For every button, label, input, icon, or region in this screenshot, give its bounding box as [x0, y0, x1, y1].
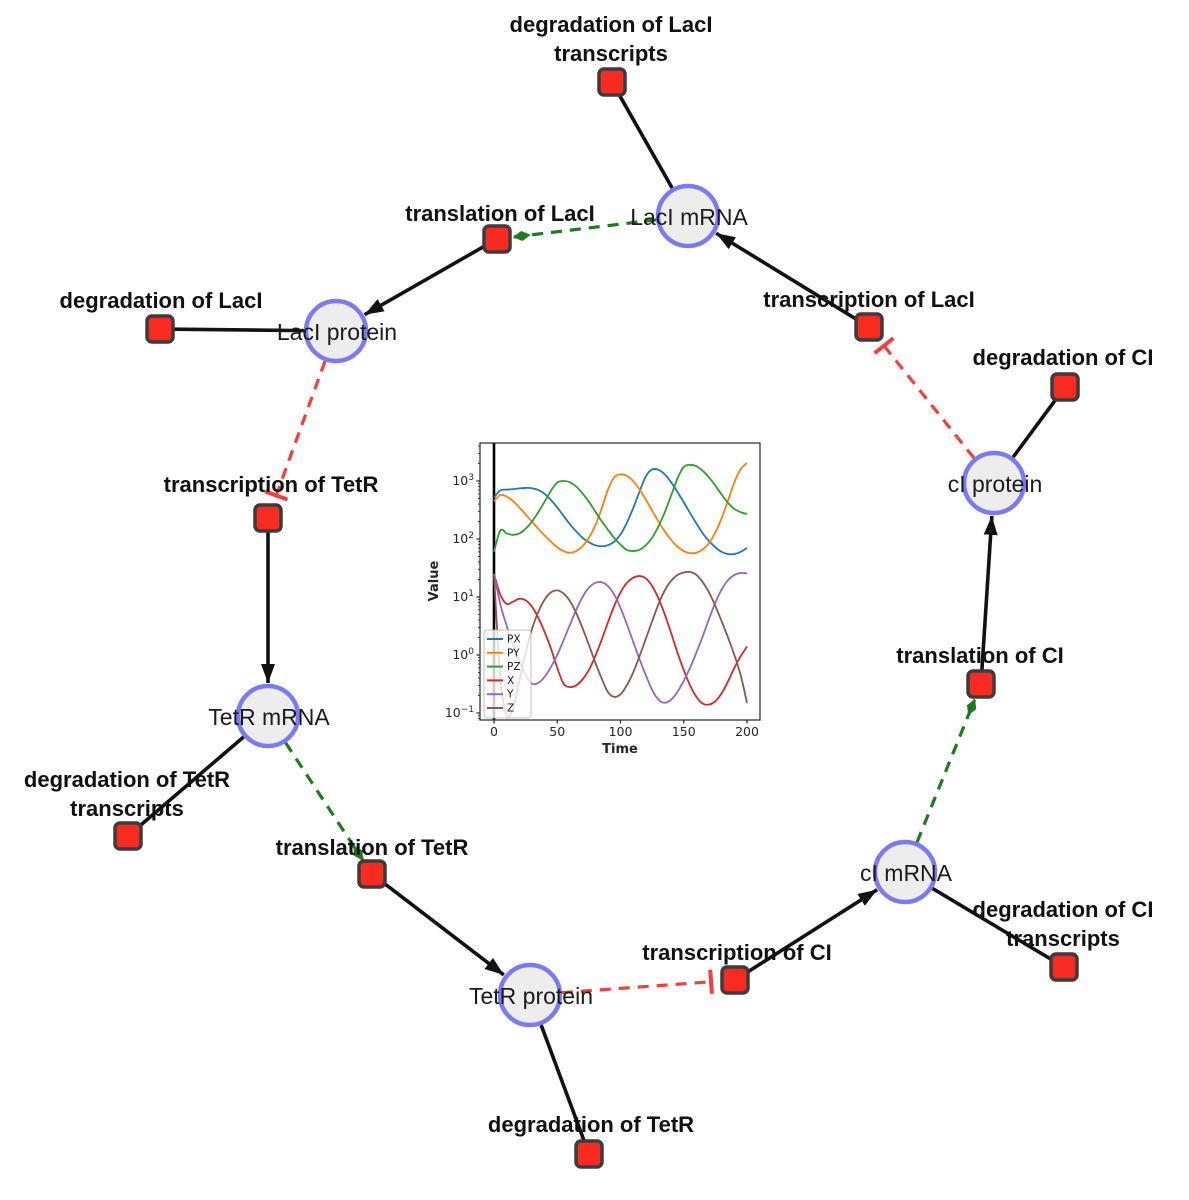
legend-label-X: X [507, 675, 514, 687]
edge-laci-protein-transcription-tetr [264, 360, 327, 502]
curves-layer [493, 462, 748, 719]
species-label-tetr-protein: TetR protein [469, 983, 593, 1009]
species-node-laci-protein [303, 298, 369, 364]
reaction-node-translation-laci [482, 224, 512, 254]
species-node-tetr-mrna [235, 683, 301, 749]
edge-tetr-mrna-translation-tetr [284, 741, 364, 861]
curve-PY [493, 462, 748, 555]
legend-label-PY: PY [507, 647, 520, 659]
y-tick-label: 102 [452, 531, 474, 546]
reaction-node-degradation-ci [1050, 372, 1080, 402]
reaction-label-degradation-ci: degradation of CI [973, 345, 1154, 370]
species-label-tetr-mrna: TetR mRNA [208, 704, 330, 730]
x-tick-label: 100 [609, 724, 633, 739]
reaction-label-degradation-ci-transcripts: degradation of CI [973, 897, 1154, 922]
reaction-label-degradation-tetr-transcripts: transcripts [70, 796, 184, 821]
species-label-ci-mrna: cI mRNA [860, 860, 953, 886]
edge-translation-ci-ci-protein [980, 515, 998, 671]
reaction-label-degradation-laci: degradation of LacI [60, 288, 263, 313]
legend-label-PX: PX [507, 634, 521, 646]
x-tick-label: 200 [735, 724, 759, 739]
y-tick-label: 103 [452, 473, 474, 488]
edges-layer [137, 93, 1059, 1142]
legend-label-Y: Y [506, 689, 514, 701]
simulation-plot-panel: 0 50 100 150 200 10−1 100 101 102 103 PX PY PZ X Y Z Ti… [425, 435, 775, 775]
y-tick-label: 10−1 [445, 705, 474, 720]
nodes-layer [113, 67, 1080, 1169]
reaction-label-translation-tetr: translation of TetR [276, 835, 469, 860]
reaction-label-translation-ci: translation of CI [896, 643, 1063, 668]
reaction-node-degradation-ci-transcripts [1049, 952, 1079, 982]
species-node-ci-mrna [872, 839, 938, 905]
curve-X [493, 573, 748, 706]
reaction-label-degradation-tetr-transcripts: degradation of TetR [24, 767, 230, 792]
reaction-node-transcription-tetr [253, 503, 283, 533]
edge-ci-mrna-degradation-ci-transcripts [931, 886, 1053, 962]
edge-tetr-protein-transcription-ci [561, 969, 714, 995]
y-tick-label: 100 [452, 647, 474, 662]
edge-ci-protein-transcription-laci [873, 336, 976, 460]
edge-ci-protein-degradation-ci [1011, 397, 1059, 459]
curve-Z [493, 570, 748, 719]
edge-laci-protein-degradation-laci [173, 327, 305, 333]
legend-label-PZ: PZ [507, 661, 521, 673]
species-label-laci-protein: LacI protein [277, 319, 397, 345]
reaction-label-transcription-laci: transcription of LacI [763, 287, 974, 312]
edge-transcription-laci-laci-mrna [715, 231, 859, 322]
species-node-laci-mrna [655, 183, 721, 249]
edge-translation-laci-laci-protein [363, 244, 486, 317]
reaction-label-degradation-tetr: degradation of TetR [488, 1112, 694, 1137]
reaction-node-degradation-tetr-transcripts [113, 821, 143, 851]
edge-laci-mrna-degradation-laci-transcripts [617, 93, 674, 190]
reaction-label-translation-laci: translation of LacI [405, 201, 594, 226]
edge-tetr-protein-degradation-tetr [539, 1024, 586, 1142]
reaction-node-transcription-ci [720, 965, 750, 995]
reaction-node-translation-tetr [357, 859, 387, 889]
reaction-label-transcription-tetr: transcription of TetR [164, 472, 379, 497]
reaction-node-transcription-laci [854, 312, 884, 342]
y-tick-label: 101 [452, 589, 474, 604]
reaction-node-degradation-laci [145, 314, 175, 344]
species-node-tetr-protein [497, 962, 563, 1028]
plot-ylabel: Value [427, 560, 442, 601]
x-tick-label: 50 [549, 724, 565, 739]
reaction-label-degradation-laci-transcripts: transcripts [554, 41, 668, 66]
edge-tetr-mrna-degradation-tetr-transcripts [137, 735, 245, 829]
legend-label-Z: Z [507, 703, 514, 715]
curve-PX [493, 467, 748, 556]
x-tick-label: 150 [672, 724, 696, 739]
curve-Y [493, 571, 748, 704]
species-label-ci-protein: cI protein [948, 471, 1043, 497]
reaction-node-translation-ci [966, 669, 996, 699]
edge-laci-mrna-translation-laci [512, 218, 657, 241]
edge-transcription-ci-ci-mrna [745, 888, 879, 975]
species-node-ci-protein [961, 450, 1027, 516]
reaction-node-degradation-tetr [574, 1139, 604, 1169]
labels-layer: LacI mRNA LacI protein TetR mRNA TetR prote… [24, 12, 1154, 1137]
reaction-label-degradation-ci-transcripts: transcripts [1006, 926, 1120, 951]
curve-PZ [493, 463, 748, 553]
edge-translation-tetr-tetr-protein [382, 881, 505, 977]
reaction-label-degradation-laci-transcripts: degradation of LacI [510, 12, 713, 37]
reaction-node-degradation-laci-transcripts [597, 67, 627, 97]
plot-xlabel: Time [602, 742, 638, 757]
reaction-label-transcription-ci: transcription of CI [642, 940, 831, 965]
edge-ci-mrna-translation-ci [915, 698, 977, 843]
species-label-laci-mrna: LacI mRNA [630, 204, 748, 230]
x-tick-label: 0 [490, 724, 498, 739]
